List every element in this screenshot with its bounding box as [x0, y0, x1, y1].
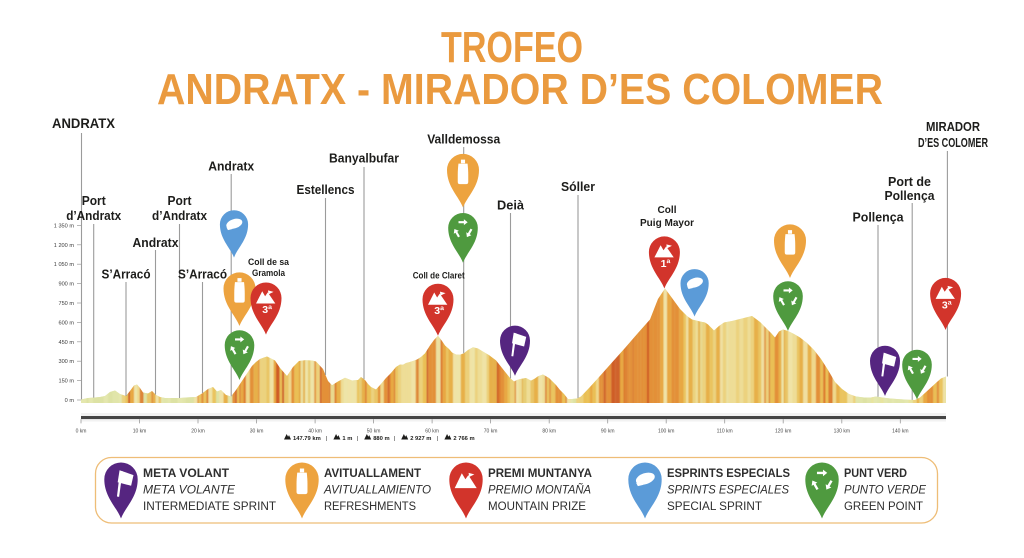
svg-text:1ª: 1ª: [661, 258, 671, 270]
svg-text:0 m: 0 m: [65, 398, 75, 404]
svg-text:1 200 m: 1 200 m: [54, 243, 75, 249]
svg-text:90 km: 90 km: [601, 428, 615, 434]
svg-text:Andratx: Andratx: [208, 160, 254, 174]
svg-text:AVITUALLAMIENTO: AVITUALLAMIENTO: [323, 482, 431, 496]
svg-text:Port: Port: [82, 194, 107, 208]
svg-text:D’ES COLOMER: D’ES COLOMER: [918, 136, 988, 150]
svg-text:ANDRATX: ANDRATX: [52, 116, 115, 131]
svg-text:750 m: 750 m: [58, 301, 74, 307]
svg-text:600 m: 600 m: [58, 320, 74, 326]
svg-text:60 km: 60 km: [425, 428, 439, 434]
svg-text:Gramola: Gramola: [252, 268, 286, 279]
svg-text:110 km: 110 km: [717, 428, 733, 434]
svg-text:Sóller: Sóller: [561, 180, 595, 194]
svg-text:REFRESHMENTS: REFRESHMENTS: [324, 499, 416, 513]
svg-text:3ª: 3ª: [262, 304, 272, 316]
svg-text:130 km: 130 km: [834, 428, 850, 434]
svg-text:MOUNTAIN PRIZE: MOUNTAIN PRIZE: [488, 499, 586, 513]
svg-text:147.79 km: 147.79 km: [293, 436, 321, 442]
svg-text:880 m: 880 m: [373, 436, 389, 442]
svg-text:1 m: 1 m: [342, 436, 352, 442]
svg-text:Port de: Port de: [888, 175, 931, 189]
svg-text:20 km: 20 km: [191, 428, 205, 434]
svg-text:120 km: 120 km: [775, 428, 791, 434]
svg-text:140 km: 140 km: [892, 428, 908, 434]
svg-text:40 km: 40 km: [308, 428, 322, 434]
svg-text:2 927 m: 2 927 m: [410, 436, 431, 442]
svg-text:10 km: 10 km: [133, 428, 147, 434]
svg-text:Deià: Deià: [497, 199, 524, 213]
svg-text:Estellencs: Estellencs: [297, 183, 355, 197]
svg-text:Coll de sa: Coll de sa: [248, 257, 290, 268]
svg-text:30 km: 30 km: [250, 428, 264, 434]
svg-text:PUNT VERD: PUNT VERD: [844, 466, 907, 480]
svg-text:INTERMEDIATE SPRINT: INTERMEDIATE SPRINT: [143, 499, 277, 513]
svg-text:PREMI MUNTANYA: PREMI MUNTANYA: [488, 466, 592, 480]
svg-text:TROFEO: TROFEO: [441, 23, 583, 72]
svg-text:Andratx: Andratx: [133, 236, 179, 250]
svg-text:70 km: 70 km: [484, 428, 498, 434]
svg-text:PREMIO MONTAÑA: PREMIO MONTAÑA: [488, 482, 591, 496]
svg-text:SPRINTS ESPECIALES: SPRINTS ESPECIALES: [667, 482, 789, 496]
svg-text:Valldemossa: Valldemossa: [427, 133, 501, 147]
svg-text:ESPRINTS ESPECIALS: ESPRINTS ESPECIALS: [667, 466, 790, 480]
svg-text:300 m: 300 m: [58, 359, 74, 365]
svg-text:Coll: Coll: [658, 205, 677, 216]
svg-text:S’Arracó: S’Arracó: [102, 268, 151, 282]
svg-text:Pollença: Pollença: [885, 189, 936, 203]
svg-text:|: |: [326, 436, 328, 442]
svg-text:3ª: 3ª: [942, 299, 952, 311]
svg-text:META VOLANT: META VOLANT: [143, 466, 230, 480]
svg-text:3ª: 3ª: [434, 305, 444, 317]
svg-text:0 km: 0 km: [76, 428, 87, 434]
svg-text:Coll de Claret: Coll de Claret: [413, 271, 466, 282]
svg-text:SPECIAL SPRINT: SPECIAL SPRINT: [667, 499, 763, 513]
svg-text:ANDRATX - MIRADOR D’ES COLOMER: ANDRATX - MIRADOR D’ES COLOMER: [157, 65, 883, 114]
svg-text:|: |: [437, 436, 439, 442]
svg-text:900 m: 900 m: [58, 282, 74, 288]
svg-text:Banyalbufar: Banyalbufar: [329, 152, 399, 166]
svg-text:1 050 m: 1 050 m: [54, 262, 75, 268]
svg-text:d’Andratx: d’Andratx: [66, 209, 121, 223]
svg-text:META VOLANTE: META VOLANTE: [143, 482, 236, 496]
svg-text:1 350 m: 1 350 m: [54, 223, 75, 229]
svg-text:|: |: [357, 436, 359, 442]
svg-text:Pollença: Pollença: [853, 211, 905, 225]
svg-text:AVITUALLAMENT: AVITUALLAMENT: [324, 466, 422, 480]
svg-text:50 km: 50 km: [367, 428, 381, 434]
svg-text:2 766 m: 2 766 m: [453, 436, 474, 442]
svg-text:PUNTO VERDE: PUNTO VERDE: [844, 482, 927, 496]
svg-text:100 km: 100 km: [658, 428, 674, 434]
svg-text:150 m: 150 m: [58, 379, 74, 385]
svg-text:|: |: [394, 436, 396, 442]
svg-text:S’Arracó: S’Arracó: [178, 268, 227, 282]
svg-text:Puig Mayor: Puig Mayor: [640, 218, 694, 229]
svg-text:80 km: 80 km: [542, 428, 556, 434]
svg-text:GREEN POINT: GREEN POINT: [844, 499, 924, 513]
svg-text:d’Andratx: d’Andratx: [152, 209, 207, 223]
svg-text:Port: Port: [168, 194, 193, 208]
svg-text:MIRADOR: MIRADOR: [926, 120, 980, 134]
svg-text:450 m: 450 m: [58, 340, 74, 346]
